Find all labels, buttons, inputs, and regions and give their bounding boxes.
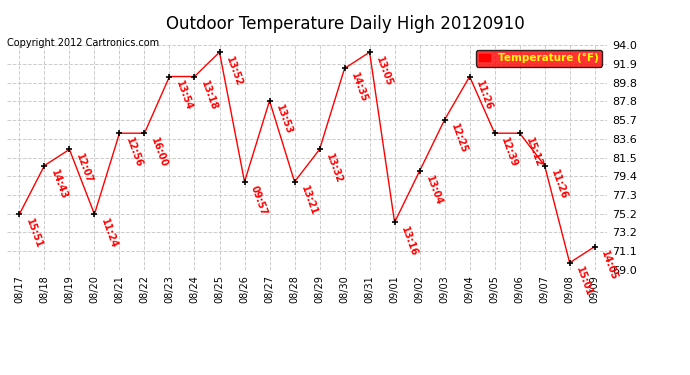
Text: 11:24: 11:24: [99, 217, 119, 249]
Text: 13:52: 13:52: [224, 55, 244, 87]
Text: Outdoor Temperature Daily High 20120910: Outdoor Temperature Daily High 20120910: [166, 15, 524, 33]
Text: 15:01: 15:01: [574, 266, 594, 298]
Text: 12:25: 12:25: [448, 123, 469, 155]
Text: 15:51: 15:51: [23, 217, 43, 249]
Text: Copyright 2012 Cartronics.com: Copyright 2012 Cartronics.com: [7, 38, 159, 48]
Text: 13:04: 13:04: [424, 174, 444, 206]
Text: 13:05: 13:05: [374, 55, 394, 87]
Text: 13:32: 13:32: [324, 152, 344, 185]
Text: 14:43: 14:43: [48, 168, 68, 201]
Text: 14:05: 14:05: [599, 249, 619, 282]
Text: 13:21: 13:21: [299, 184, 319, 217]
Text: 12:39: 12:39: [499, 136, 519, 168]
Text: 16:00: 16:00: [148, 136, 168, 168]
Text: 14:35: 14:35: [348, 71, 368, 104]
Text: 09:57: 09:57: [248, 184, 268, 217]
Text: 13:16: 13:16: [399, 225, 419, 258]
Text: 12:07: 12:07: [74, 152, 94, 185]
Text: 11:26: 11:26: [474, 79, 494, 112]
Text: 12:56: 12:56: [124, 136, 144, 168]
Text: 13:53: 13:53: [274, 104, 294, 136]
Text: 15:12: 15:12: [524, 136, 544, 168]
Text: 11:26: 11:26: [549, 168, 569, 201]
Legend: Temperature (°F): Temperature (°F): [476, 50, 602, 66]
Text: 13:54: 13:54: [174, 79, 194, 112]
Text: 13:18: 13:18: [199, 79, 219, 112]
